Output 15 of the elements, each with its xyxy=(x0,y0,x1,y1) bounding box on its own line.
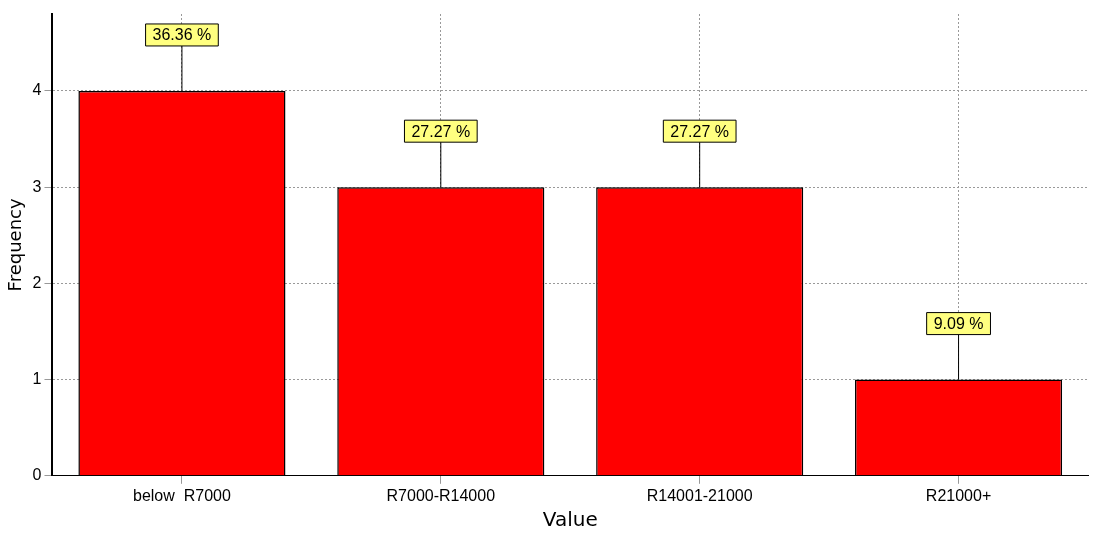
x-tick-label: R14001-21000 xyxy=(646,486,753,504)
x-tick-label: R21000+ xyxy=(925,486,992,504)
y-tick-label: 4 xyxy=(32,81,42,99)
x-tick-label: below R7000 xyxy=(133,486,231,504)
y-tick-label: 1 xyxy=(32,370,42,387)
x-tick-label: R7000-R14000 xyxy=(386,486,496,504)
annotation: 27.27 % xyxy=(670,122,730,140)
y-axis-title: Frequency xyxy=(4,198,26,292)
y-tick-label: 3 xyxy=(32,177,42,195)
y-tick-label: 2 xyxy=(32,273,42,291)
annotation: 9.09 % xyxy=(933,315,984,332)
annotation: 27.27 % xyxy=(411,122,471,140)
annotation: 36.36 % xyxy=(152,26,212,44)
x-axis-title: Value xyxy=(542,507,598,532)
y-tick-label: 0 xyxy=(32,466,42,484)
